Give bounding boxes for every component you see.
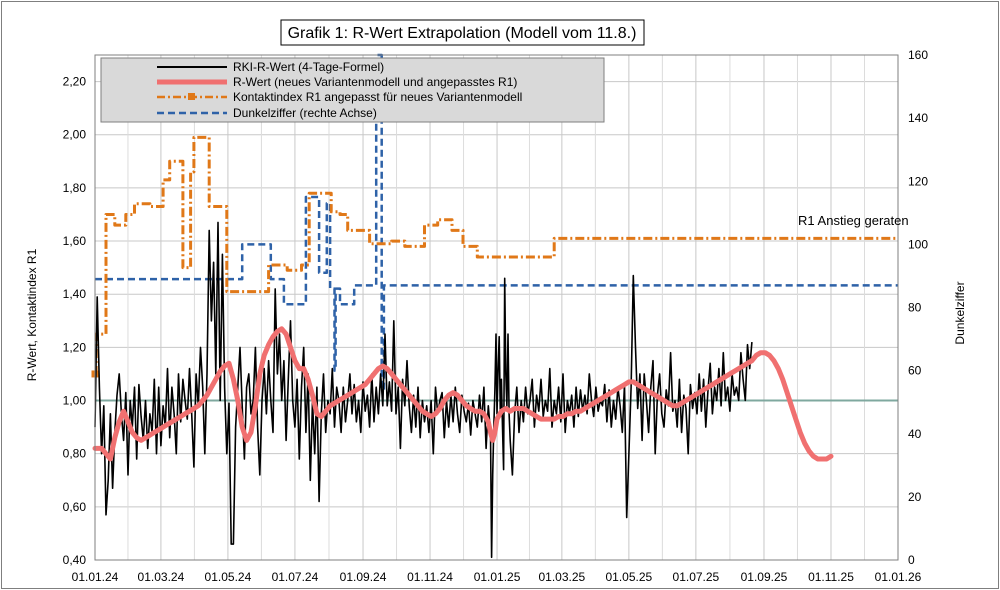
y2-tick-label: 20 [908,490,922,504]
title-frame [280,19,645,46]
x-axis-ticks: 01.01.24 01.03.24 01.05.24 01.07.24 01.09.24… [72,570,922,584]
right-axis-ticks: 0 20 40 60 80 100 120 140 160 [908,48,928,567]
legend-label-kontaktindex: Kontaktindex R1 angepasst für neues Vari… [233,90,522,104]
x-tick-label: 01.07.25 [673,570,720,584]
x-tick-label: 01.09.24 [340,570,387,584]
y2-axis-title: Dunkelziffer [953,281,967,344]
annotation-r1-anstieg: R1 Anstieg geraten [798,213,909,228]
x-tick-label: 01.01.24 [72,570,119,584]
y2-tick-label: 0 [908,553,915,567]
chart-title-box: Grafik 1: R-Wert Extrapolation (Modell v… [280,19,645,46]
legend-label-dunkelziffer: Dunkelziffer (rechte Achse) [233,106,377,120]
y2-tick-label: 160 [908,48,928,62]
y2-tick-label: 100 [908,237,928,251]
legend: RKI-R-Wert (4-Tage-Formel) R-Wert (neues… [100,57,605,123]
y-tick-label: 1,20 [63,340,87,354]
series-layer [91,53,898,559]
y-axis-title: R-Wert, Kontaktindex R1 [25,248,39,381]
y-tick-label: 1,80 [63,181,87,195]
x-tick-label: 01.05.25 [606,570,653,584]
y-tick-label: 1,40 [63,287,87,301]
legend-label-rki: RKI-R-Wert (4-Tage-Formel) [233,60,384,74]
y-tick-label: 0,80 [63,447,87,461]
x-tick-label: 01.09.25 [741,570,788,584]
y2-tick-label: 140 [908,111,928,125]
y-tick-label: 2,20 [63,75,87,89]
x-tick-label: 01.07.24 [272,570,319,584]
y2-tick-label: 40 [908,427,922,441]
chart-title: Grafik 1: R-Wert Extrapolation (Modell v… [288,25,637,42]
legend-box [100,57,605,123]
x-tick-label: 01.11.25 [808,570,854,584]
x-tick-label: 01.01.25 [474,570,521,584]
plot-area-border [94,54,899,561]
y2-tick-label: 60 [908,364,922,378]
y-tick-label: 1,60 [63,234,87,248]
x-tick-label: 01.03.24 [138,570,185,584]
left-axis-ticks: 0,40 0,60 0,80 1,00 1,20 1,40 1,60 1,80 2,00 2,20 [63,75,87,567]
legend-marker-kontaktindex [188,93,195,100]
x-tick-label: 01.01.26 [875,570,922,584]
y2-tick-label: 120 [908,174,928,188]
x-tick-label: 01.11.24 [407,570,453,584]
y2-tick-label: 80 [908,301,922,315]
y-tick-label: 0,60 [63,500,87,514]
y-tick-label: 0,40 [63,553,87,567]
y-tick-label: 1,00 [63,394,87,408]
series-line-kontaktindex [94,135,898,376]
x-tick-label: 01.05.24 [205,570,252,584]
gridlines [94,55,899,561]
x-tick-label: 01.03.25 [539,570,586,584]
series-line-rwert [92,326,834,462]
y-tick-label: 2,00 [63,128,87,142]
legend-label-rwert: R-Wert (neues Variantenmodell und angepa… [233,75,517,89]
